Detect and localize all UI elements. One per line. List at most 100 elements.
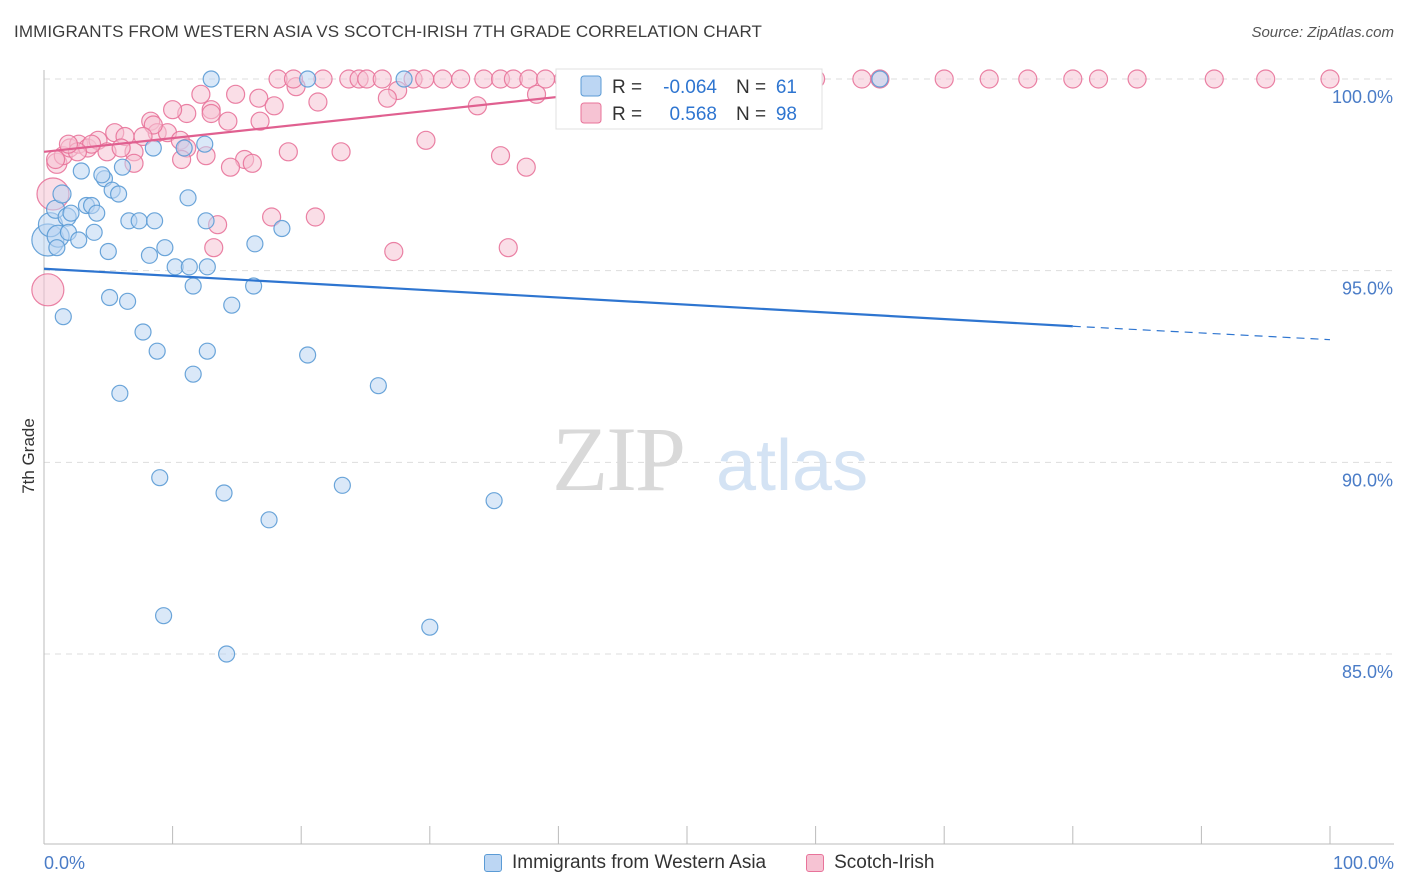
western-asia-point-7 bbox=[72, 162, 90, 180]
scotch-irish-point-70 bbox=[377, 88, 397, 108]
western-asia-point-6 bbox=[62, 204, 80, 222]
scotch-irish-point-91 bbox=[498, 238, 518, 258]
scotch-irish-point-63 bbox=[1256, 69, 1276, 89]
western-asia-point-4 bbox=[52, 184, 72, 204]
western-asia-point-39 bbox=[299, 346, 317, 364]
scotch-irish-point-34 bbox=[474, 69, 494, 89]
scotch-irish-point-31 bbox=[415, 69, 435, 89]
western-asia-point-52 bbox=[202, 70, 220, 88]
watermark: ZIP atlas bbox=[552, 408, 868, 510]
western-asia-point-47 bbox=[154, 607, 173, 625]
western-asia-point-28 bbox=[180, 258, 198, 276]
scotch-irish-point-79 bbox=[163, 100, 183, 120]
western-asia-point-59 bbox=[93, 166, 111, 184]
western-asia-point-46 bbox=[485, 492, 503, 510]
scotch-irish-point-58 bbox=[1018, 69, 1038, 89]
western-asia-point-57 bbox=[175, 139, 193, 157]
scotch-irish-point-94 bbox=[242, 153, 262, 173]
western-asia-point-24 bbox=[70, 231, 88, 249]
scotch-irish-point-78 bbox=[191, 84, 211, 104]
western-asia-point-35 bbox=[134, 323, 152, 341]
legend-label-scotch-irish: Scotch-Irish bbox=[834, 852, 935, 873]
scotch-irish-point-64 bbox=[1320, 69, 1340, 89]
western-asia-point-51 bbox=[273, 219, 291, 238]
legend-swatch-pink bbox=[580, 102, 602, 124]
y-axis-title: 7th Grade bbox=[19, 418, 38, 494]
scotch-irish-point-60 bbox=[1088, 69, 1109, 89]
western-asia-point-31 bbox=[223, 296, 241, 314]
trend-line-western-asia-extension bbox=[1072, 325, 1331, 341]
scotch-irish-point-21 bbox=[249, 88, 269, 108]
western-asia-point-54 bbox=[395, 70, 413, 88]
western-asia-point-44 bbox=[260, 511, 278, 529]
scotch-irish-point-76 bbox=[201, 103, 221, 124]
legend-item-western-asia[interactable]: Immigrants from Western Asia bbox=[484, 852, 766, 874]
western-asia-point-36 bbox=[148, 342, 166, 360]
scotch-irish-point-97 bbox=[278, 142, 298, 162]
scotch-irish-point-92 bbox=[305, 207, 325, 227]
western-asia-point-48 bbox=[218, 645, 236, 663]
western-asia-point-25 bbox=[85, 223, 103, 241]
legend-swatch-scotch-irish bbox=[806, 854, 825, 872]
legend-n-label-blue: N = bbox=[736, 77, 766, 98]
y-tick-label-95: 95.0% bbox=[1342, 279, 1393, 299]
scotch-irish-point-61 bbox=[1127, 69, 1147, 89]
western-asia-point-17 bbox=[156, 239, 174, 257]
scotch-irish-point-54 bbox=[852, 69, 872, 89]
western-asia-point-21 bbox=[48, 239, 66, 257]
scotch-irish-point-19 bbox=[226, 84, 246, 104]
western-asia-point-45 bbox=[333, 476, 351, 494]
scotch-irish-point-71 bbox=[416, 130, 436, 150]
legend-n-label-pink: N = bbox=[736, 104, 766, 125]
watermark-atlas: atlas bbox=[716, 426, 868, 506]
legend-r-label-pink: R = bbox=[612, 104, 642, 125]
scotch-irish-point-39 bbox=[535, 69, 556, 89]
x-ticks bbox=[43, 826, 1331, 844]
scotch-irish-point-0 bbox=[31, 273, 65, 307]
western-asia-point-53 bbox=[299, 70, 317, 88]
legend-swatch-western-asia bbox=[484, 854, 502, 872]
legend-label-western-asia: Immigrants from Western Asia bbox=[512, 852, 767, 873]
scotch-irish-point-89 bbox=[204, 238, 224, 258]
legend-n-value-blue: 61 bbox=[776, 77, 797, 98]
western-asia-point-42 bbox=[151, 469, 169, 487]
western-asia-point-16 bbox=[145, 212, 164, 230]
western-asia-point-38 bbox=[198, 342, 216, 360]
scotch-irish-point-86 bbox=[45, 149, 66, 170]
scotch-irish-point-77 bbox=[218, 111, 238, 131]
western-asia-point-19 bbox=[179, 189, 197, 207]
scotch-irish-point-88 bbox=[262, 207, 282, 227]
x-tick-label-left: 0.0% bbox=[44, 853, 85, 873]
legend-r-value-pink: 0.568 bbox=[669, 104, 717, 125]
legend-r-value-blue: -0.064 bbox=[663, 77, 717, 98]
scotch-irish-point-59 bbox=[1063, 69, 1083, 89]
scotch-irish-point-62 bbox=[1204, 69, 1224, 89]
legend-item-scotch-irish[interactable]: Scotch-Irish bbox=[806, 852, 934, 874]
western-asia-point-55 bbox=[871, 70, 889, 88]
scotch-irish-point-24 bbox=[308, 92, 328, 112]
scotch-irish-point-22 bbox=[264, 96, 284, 116]
series-western-asia bbox=[31, 70, 889, 663]
scotch-irish-point-56 bbox=[934, 69, 954, 89]
chart-title: IMMIGRANTS FROM WESTERN ASIA VS SCOTCH-I… bbox=[14, 22, 763, 41]
western-asia-point-40 bbox=[369, 377, 387, 395]
scotch-irish-point-73 bbox=[490, 146, 511, 166]
scotch-irish-point-82 bbox=[111, 138, 131, 158]
western-asia-point-50 bbox=[246, 235, 264, 253]
trend-line-western-asia bbox=[43, 267, 1073, 328]
western-asia-point-49 bbox=[421, 618, 439, 636]
western-asia-point-22 bbox=[54, 308, 72, 326]
scotch-irish-point-66 bbox=[250, 111, 270, 131]
western-asia-point-30 bbox=[184, 277, 202, 295]
scotch-irish-point-28 bbox=[372, 69, 392, 89]
legend-swatch-blue bbox=[580, 75, 602, 97]
y-tick-label-100: 100.0% bbox=[1332, 87, 1393, 107]
western-asia-point-33 bbox=[100, 288, 119, 307]
scotch-irish-point-68 bbox=[313, 69, 333, 89]
western-asia-point-15 bbox=[130, 212, 148, 230]
western-asia-point-37 bbox=[184, 365, 202, 383]
western-asia-point-34 bbox=[118, 292, 137, 310]
western-asia-point-29 bbox=[198, 258, 216, 276]
western-asia-point-56 bbox=[196, 135, 214, 153]
western-asia-point-32 bbox=[245, 277, 263, 295]
